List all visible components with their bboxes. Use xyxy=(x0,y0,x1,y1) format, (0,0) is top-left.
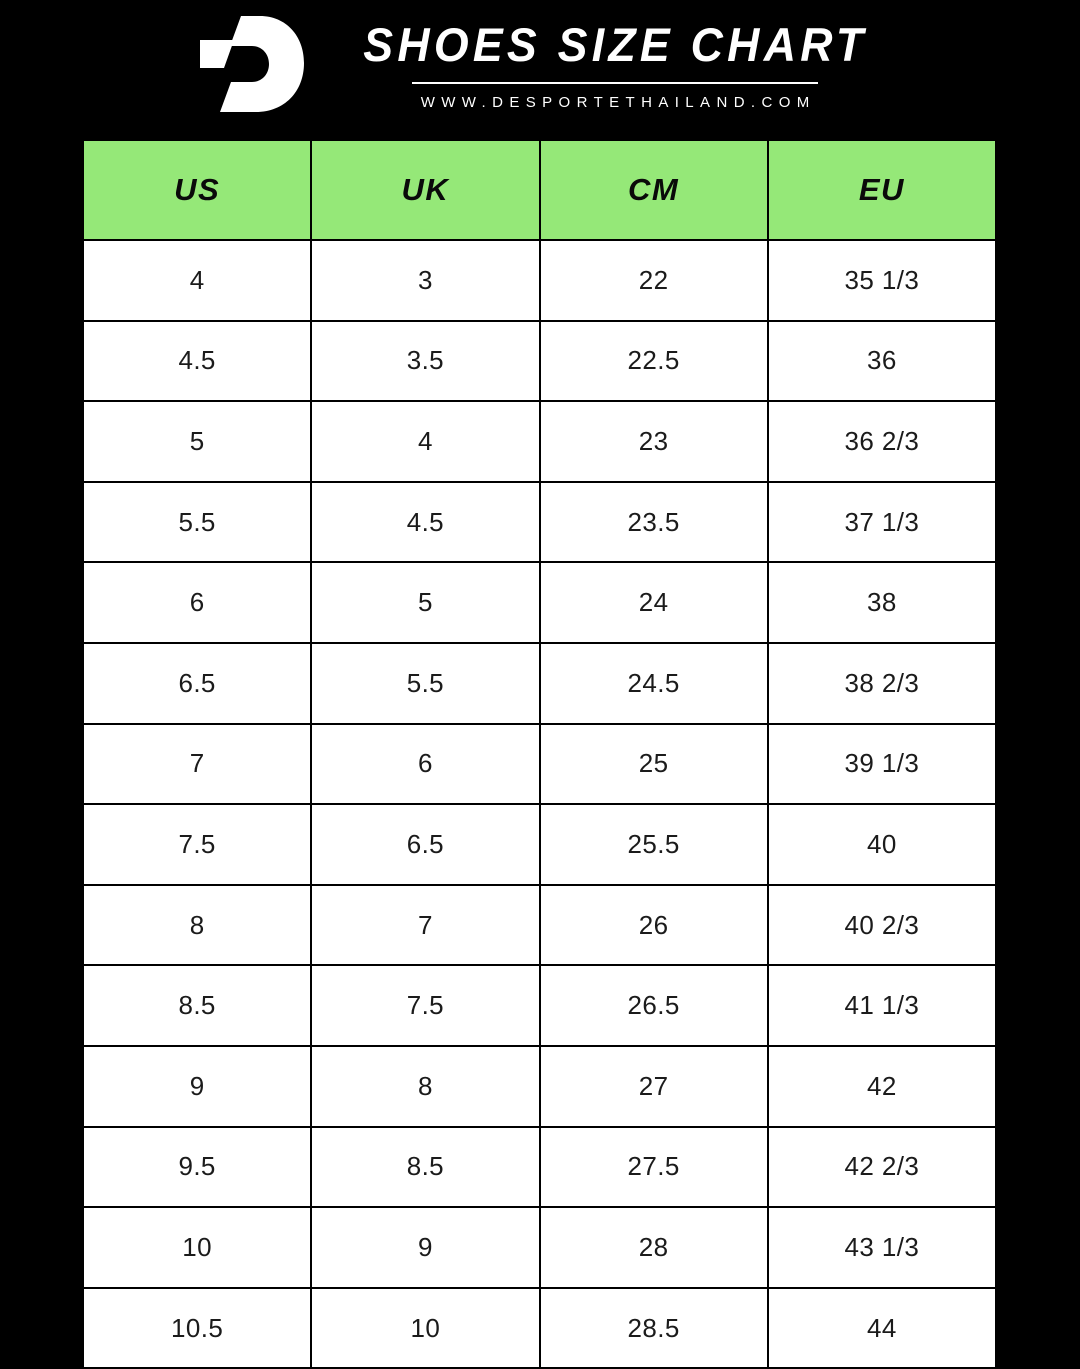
table-cell: 35 1/3 xyxy=(766,239,998,322)
table-cell: 6.5 xyxy=(81,641,313,725)
table-cell: 22.5 xyxy=(538,319,769,403)
table-cell: 4.5 xyxy=(81,319,313,403)
column-header-eu: EU xyxy=(766,139,998,241)
table-row: 10.5 10 28.5 44 xyxy=(81,1286,998,1369)
site-url: WWW.DESPORTETHAILAND.COM xyxy=(420,94,816,111)
table-cell: 7.5 xyxy=(81,803,313,886)
table-cell: 25 xyxy=(538,722,769,806)
table-cell: 6.5 xyxy=(310,803,541,886)
table-cell: 6 xyxy=(81,561,313,644)
table-header-row: US UK CM EU xyxy=(81,139,998,241)
size-table-container: US UK CM EU 4 3 22 35 1/3 4.5 3.5 22.5 36 5 4 23 36… xyxy=(81,139,998,1369)
table-cell: 42 2/3 xyxy=(766,1125,998,1209)
table-cell: 23.5 xyxy=(538,480,769,564)
title-block: SHOES SIZE CHART WWW.DESPORTETHAILAND.CO… xyxy=(350,21,881,110)
table-cell: 36 xyxy=(766,319,998,403)
table-cell: 5 xyxy=(310,561,541,644)
table-cell: 41 1/3 xyxy=(766,964,998,1047)
table-cell: 3 xyxy=(310,239,541,322)
table-cell: 10 xyxy=(310,1286,541,1369)
table-cell: 28 xyxy=(538,1206,769,1289)
table-cell: 4.5 xyxy=(310,480,541,564)
table-row: 7.5 6.5 25.5 40 xyxy=(81,803,998,886)
page-title: SHOES SIZE CHART xyxy=(362,18,868,71)
table-cell: 7 xyxy=(81,722,313,806)
table-cell: 24 xyxy=(538,561,769,644)
table-row: 5 4 23 36 2/3 xyxy=(81,400,998,483)
table-cell: 38 xyxy=(766,561,998,644)
table-cell: 37 1/3 xyxy=(766,480,998,564)
table-row: 9 8 27 42 xyxy=(81,1044,998,1128)
table-cell: 42 xyxy=(766,1044,998,1128)
table-cell: 27 xyxy=(538,1044,769,1128)
table-cell: 5.5 xyxy=(81,480,313,564)
header-inner: SHOES SIZE CHART WWW.DESPORTETHAILAND.CO… xyxy=(199,15,881,116)
table-cell: 43 1/3 xyxy=(766,1206,998,1289)
table-cell: 26.5 xyxy=(538,964,769,1047)
table-row: 9.5 8.5 27.5 42 2/3 xyxy=(81,1125,998,1209)
table-cell: 5.5 xyxy=(310,641,541,725)
table-cell: 25.5 xyxy=(538,803,769,886)
table-cell: 44 xyxy=(766,1286,998,1369)
table-cell: 39 1/3 xyxy=(766,722,998,806)
table-cell: 24.5 xyxy=(538,641,769,725)
table-cell: 23 xyxy=(538,400,769,483)
table-row: 5.5 4.5 23.5 37 1/3 xyxy=(81,480,998,564)
table-cell: 7 xyxy=(310,883,541,967)
title-divider xyxy=(411,82,818,84)
table-cell: 7.5 xyxy=(310,964,541,1047)
table-cell: 3.5 xyxy=(310,319,541,403)
table-cell: 4 xyxy=(310,400,541,483)
desporte-d-logo-icon xyxy=(199,15,304,116)
table-cell: 8 xyxy=(81,883,313,967)
table-cell: 9.5 xyxy=(81,1125,313,1209)
table-cell: 6 xyxy=(310,722,541,806)
table-row: 4.5 3.5 22.5 36 xyxy=(81,319,998,403)
table-cell: 38 2/3 xyxy=(766,641,998,725)
table-body: 4 3 22 35 1/3 4.5 3.5 22.5 36 5 4 23 36 2/3 5.5 4.5 23… xyxy=(81,239,998,1369)
table-cell: 8.5 xyxy=(81,964,313,1047)
table-cell: 27.5 xyxy=(538,1125,769,1209)
table-cell: 26 xyxy=(538,883,769,967)
table-cell: 28.5 xyxy=(538,1286,769,1369)
table-row: 8.5 7.5 26.5 41 1/3 xyxy=(81,964,998,1047)
table-cell: 40 xyxy=(766,803,998,886)
table-cell: 10.5 xyxy=(81,1286,313,1369)
table-row: 8 7 26 40 2/3 xyxy=(81,883,998,967)
table-cell: 36 2/3 xyxy=(766,400,998,483)
table-cell: 9 xyxy=(310,1206,541,1289)
table-cell: 8 xyxy=(310,1044,541,1128)
column-header-cm: CM xyxy=(538,139,769,241)
column-header-uk: UK xyxy=(310,139,541,241)
table-row: 4 3 22 35 1/3 xyxy=(81,239,998,322)
table-row: 7 6 25 39 1/3 xyxy=(81,722,998,806)
table-row: 10 9 28 43 1/3 xyxy=(81,1206,998,1289)
column-header-us: US xyxy=(81,139,313,241)
table-cell: 40 2/3 xyxy=(766,883,998,967)
table-head: US UK CM EU xyxy=(81,139,998,241)
table-cell: 22 xyxy=(538,239,769,322)
table-row: 6.5 5.5 24.5 38 2/3 xyxy=(81,641,998,725)
table-cell: 5 xyxy=(81,400,313,483)
table-cell: 4 xyxy=(81,239,313,322)
size-table: US UK CM EU 4 3 22 35 1/3 4.5 3.5 22.5 36 5 4 23 36… xyxy=(81,139,998,1369)
table-row: 6 5 24 38 xyxy=(81,561,998,644)
page-header: SHOES SIZE CHART WWW.DESPORTETHAILAND.CO… xyxy=(0,0,1080,139)
table-cell: 10 xyxy=(81,1206,313,1289)
table-cell: 8.5 xyxy=(310,1125,541,1209)
table-cell: 9 xyxy=(81,1044,313,1128)
